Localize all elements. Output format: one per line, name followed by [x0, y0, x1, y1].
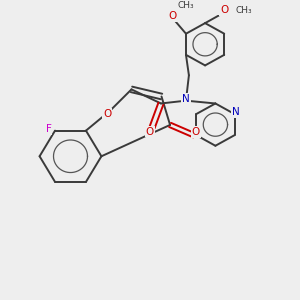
Text: N: N — [232, 107, 240, 117]
Text: O: O — [169, 11, 177, 21]
Text: O: O — [103, 109, 111, 119]
Text: CH₃: CH₃ — [235, 6, 252, 15]
Text: O: O — [192, 127, 200, 137]
Text: N: N — [182, 94, 190, 104]
Text: O: O — [220, 5, 228, 15]
Text: CH₃: CH₃ — [178, 1, 194, 10]
Text: F: F — [46, 124, 52, 134]
Text: O: O — [146, 127, 154, 137]
